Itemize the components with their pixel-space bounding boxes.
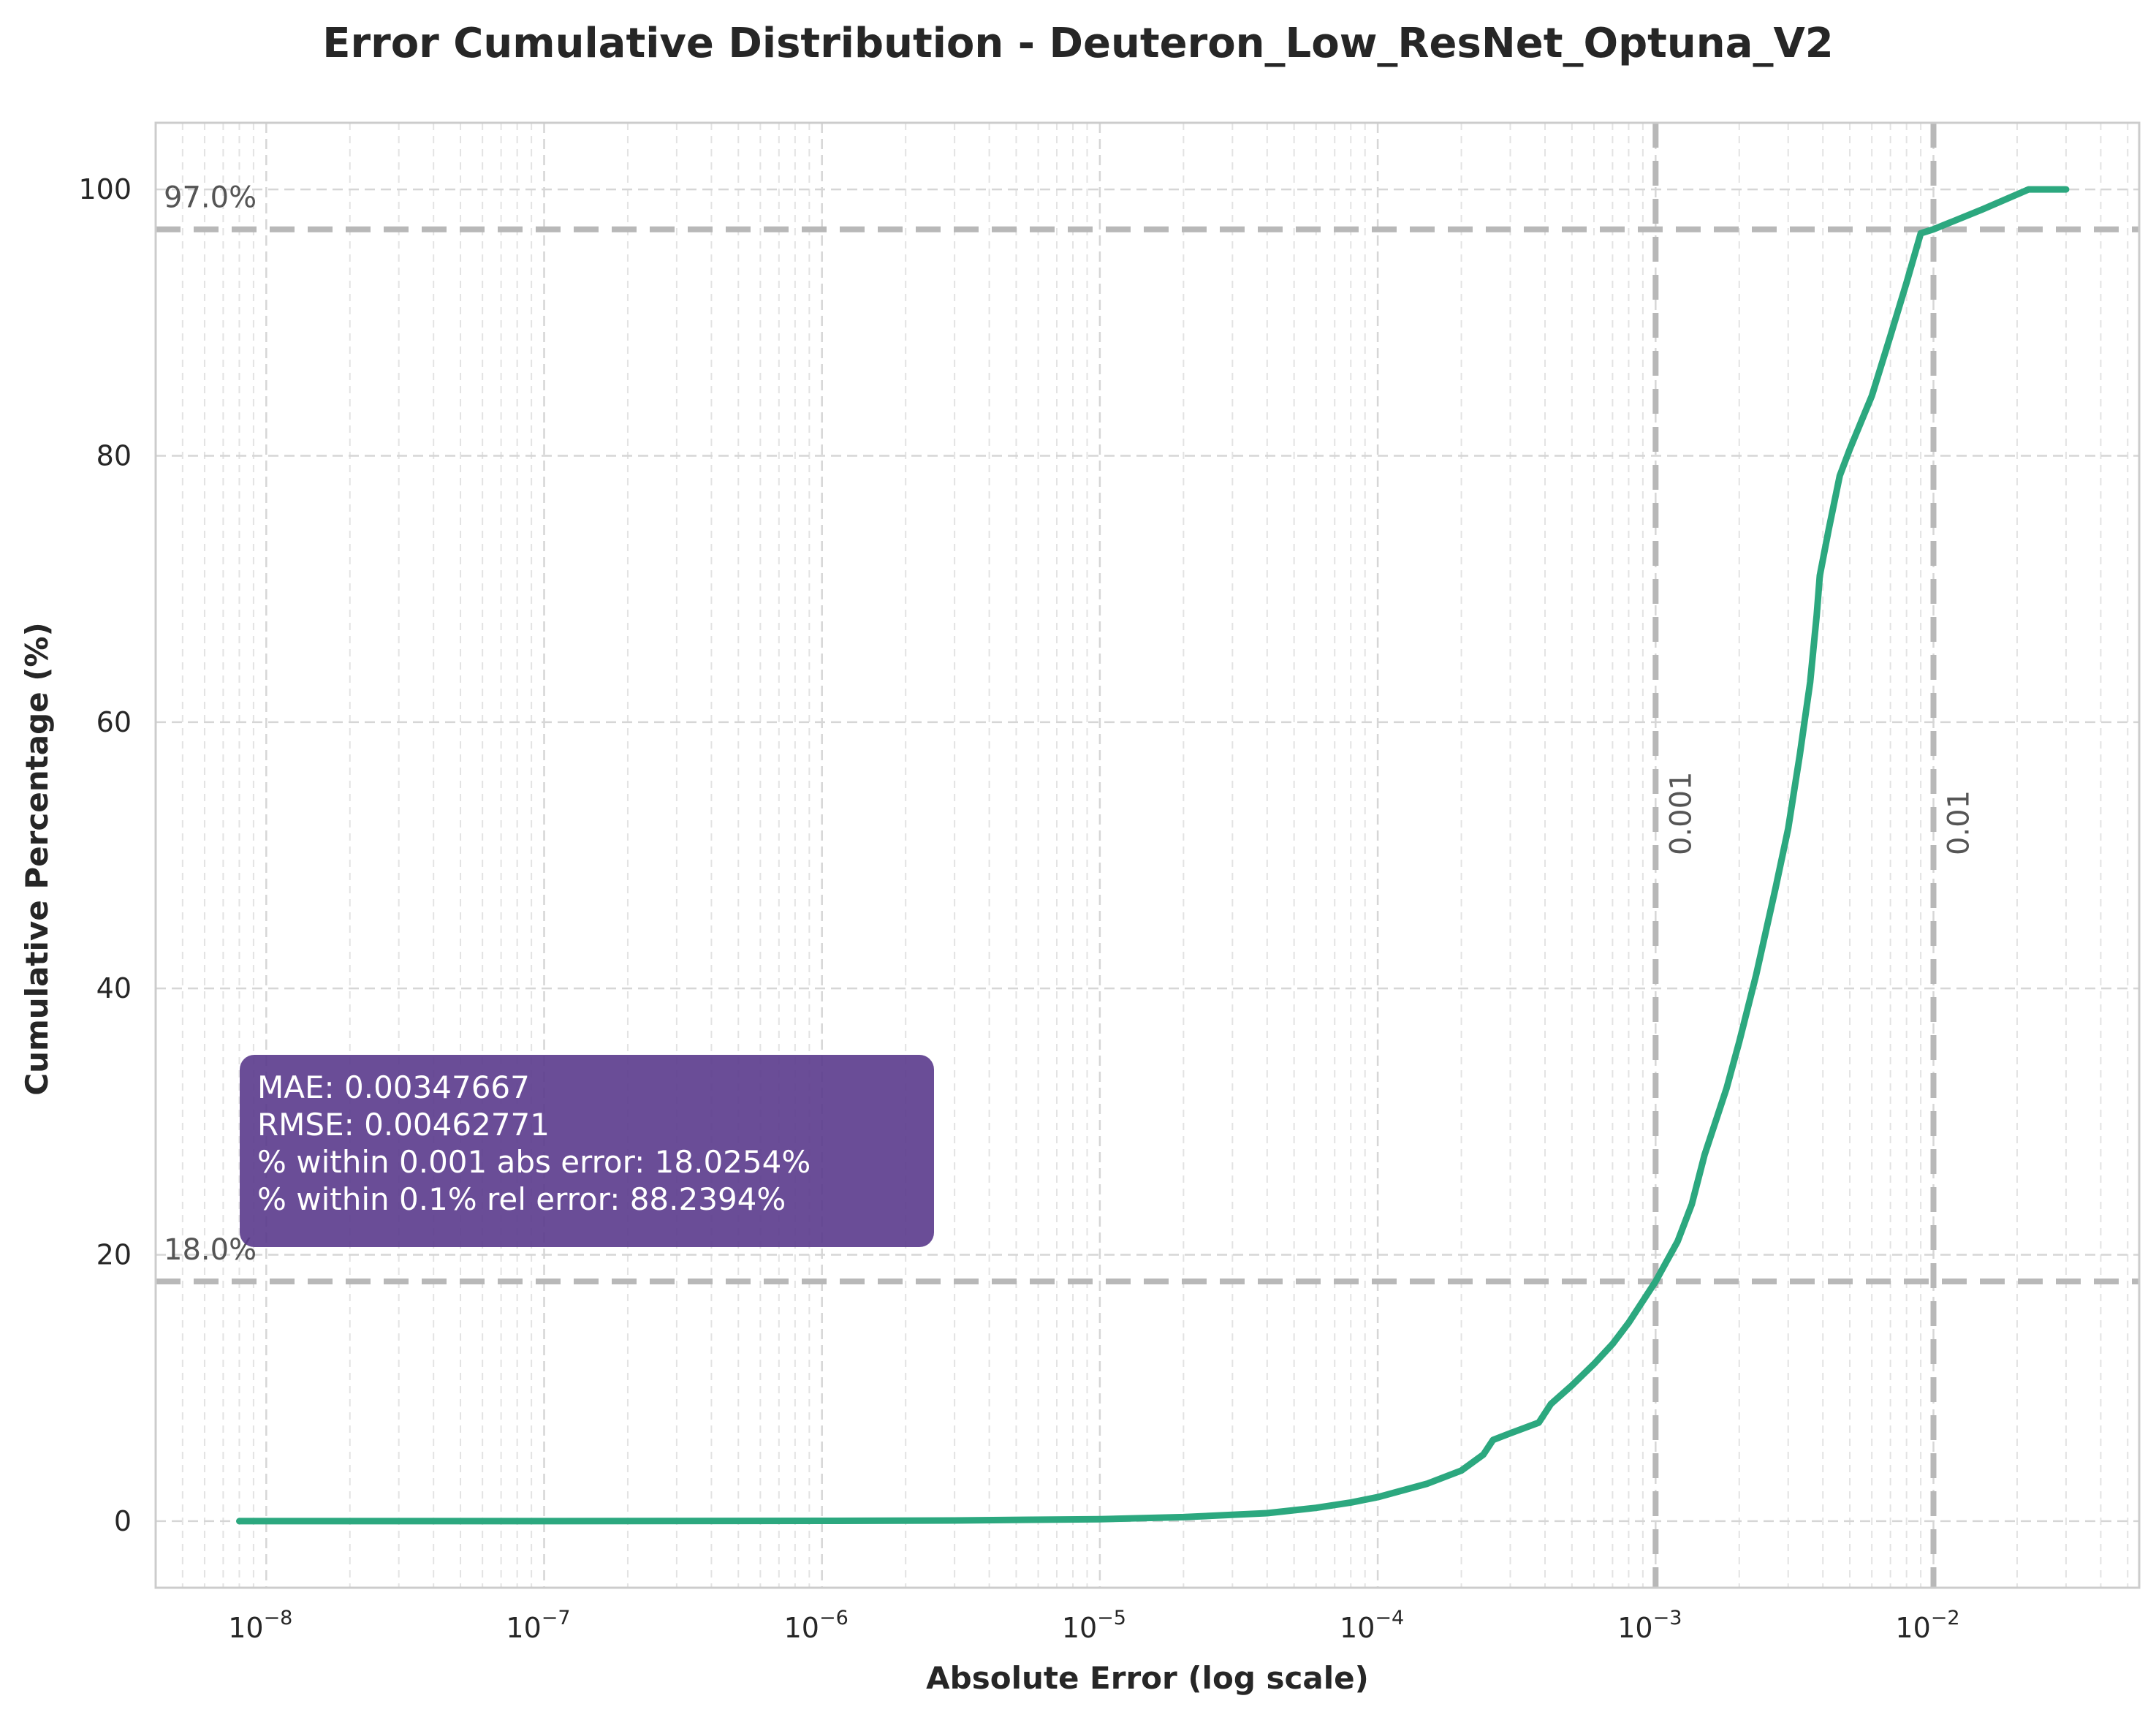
y-tick-label: 60 xyxy=(96,706,132,738)
x-tick-base: 10 xyxy=(1062,1612,1097,1644)
chart-title: Error Cumulative Distribution - Deuteron… xyxy=(322,20,1834,67)
series-layer xyxy=(236,186,2070,1525)
x-tick-label: 10−2 xyxy=(1895,1607,1959,1644)
x-axis-label: Absolute Error (log scale) xyxy=(926,1660,1369,1696)
x-tick-exponent: −4 xyxy=(1375,1607,1404,1629)
x-tick-exponent: −7 xyxy=(542,1607,571,1629)
info-box-background xyxy=(240,1055,934,1247)
reference-lines: 97.0% 18.0% 0.001 0.01 xyxy=(156,123,2139,1588)
x-tick-label: 10−7 xyxy=(506,1607,570,1644)
y-tick-label: 20 xyxy=(96,1239,132,1271)
x-tick-label: 10−8 xyxy=(228,1607,292,1644)
x-tick-base: 10 xyxy=(784,1612,819,1644)
reference-label-horizontal: 97.0% xyxy=(164,181,257,215)
x-tick-base: 10 xyxy=(228,1612,263,1644)
x-tick-base: 10 xyxy=(1617,1612,1652,1644)
reference-label-horizontal: 18.0% xyxy=(164,1233,257,1267)
x-tick-exponent: −6 xyxy=(819,1607,849,1629)
x-tick-exponent: −3 xyxy=(1653,1607,1682,1629)
y-tick-label: 0 xyxy=(114,1505,132,1537)
info-box-line: RMSE: 0.00462771 xyxy=(257,1107,550,1143)
x-tick-base: 10 xyxy=(1340,1612,1375,1644)
x-tick-exponent: −8 xyxy=(264,1607,293,1629)
series-line xyxy=(236,186,2070,1525)
x-tick-label: 10−3 xyxy=(1617,1607,1682,1644)
x-tick-label: 10−6 xyxy=(784,1607,849,1644)
y-axis-label: Cumulative Percentage (%) xyxy=(19,622,55,1095)
y-tick-label: 80 xyxy=(96,439,132,471)
x-tick-label: 10−4 xyxy=(1340,1607,1404,1644)
y-tick-label: 100 xyxy=(78,173,132,205)
x-tick-label: 10−5 xyxy=(1062,1607,1126,1644)
x-tick-base: 10 xyxy=(506,1612,541,1644)
y-tick-label: 40 xyxy=(96,972,132,1004)
reference-label-vertical: 0.001 xyxy=(1664,771,1698,855)
info-box-line: % within 0.001 abs error: 18.0254% xyxy=(257,1144,811,1180)
plot-frame xyxy=(154,121,2141,1589)
x-tick-base: 10 xyxy=(1895,1612,1930,1644)
x-tick-exponent: −2 xyxy=(1931,1607,1960,1629)
reference-label-vertical: 0.01 xyxy=(1943,790,1976,855)
x-tick-exponent: −5 xyxy=(1097,1607,1126,1629)
info-box-line: % within 0.1% rel error: 88.2394% xyxy=(257,1181,786,1217)
info-box-line: MAE: 0.00347667 xyxy=(257,1069,530,1105)
